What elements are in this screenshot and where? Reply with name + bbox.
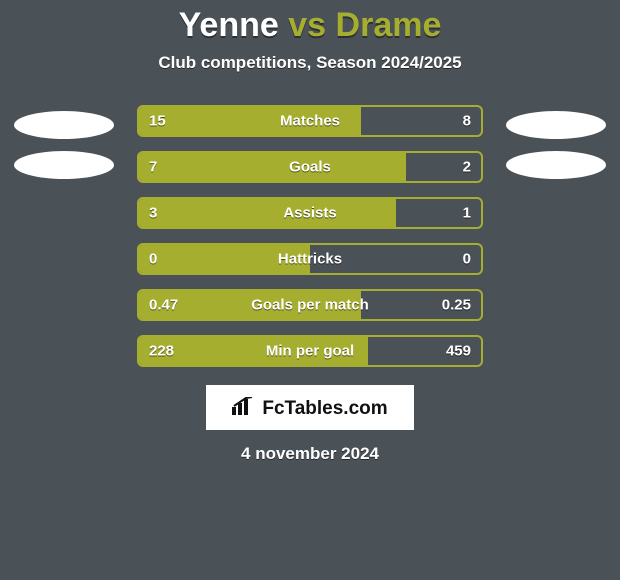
date-label: 4 november 2024	[241, 444, 379, 464]
stat-right-value: 459	[446, 343, 471, 360]
stat-bar-fill	[139, 153, 406, 181]
stat-bar: 0.47 Goals per match 0.25	[137, 289, 483, 321]
stat-right-value: 8	[463, 113, 471, 130]
vs-label: vs	[288, 6, 326, 44]
player-right-name: Drame	[336, 6, 442, 44]
stat-left-value: 15	[149, 113, 166, 130]
player-left-name: Yenne	[179, 6, 279, 44]
stat-left-value: 228	[149, 343, 174, 360]
ellipse-decoration	[506, 151, 606, 179]
stat-label: Matches	[280, 113, 340, 130]
right-decoration-column	[501, 105, 611, 179]
ellipse-decoration	[14, 151, 114, 179]
stat-bar: 0 Hattricks 0	[137, 243, 483, 275]
credit-badge: FcTables.com	[206, 385, 413, 430]
left-decoration-column	[9, 105, 119, 179]
stat-right-value: 2	[463, 159, 471, 176]
stat-bar: 7 Goals 2	[137, 151, 483, 183]
stat-left-value: 0.47	[149, 297, 178, 314]
stat-right-value: 0	[463, 251, 471, 268]
stat-label: Min per goal	[266, 343, 354, 360]
comparison-bars: 15 Matches 8 7 Goals 2 3 Assists 1 0 Hattricks 0 0.4…	[137, 105, 483, 367]
stat-label: Goals per match	[251, 297, 369, 314]
chart-area: 15 Matches 8 7 Goals 2 3 Assists 1 0 Hattricks 0 0.4…	[0, 105, 620, 367]
stat-label: Assists	[283, 205, 336, 222]
title: Yenne vs Drame	[179, 6, 442, 45]
chart-icon	[232, 397, 254, 420]
comparison-infographic: Yenne vs Drame Club competitions, Season…	[0, 0, 620, 580]
stat-right-value: 1	[463, 205, 471, 222]
stat-left-value: 7	[149, 159, 157, 176]
stat-bar: 228 Min per goal 459	[137, 335, 483, 367]
stat-bar-fill	[139, 199, 396, 227]
stat-bar: 15 Matches 8	[137, 105, 483, 137]
stat-bar: 3 Assists 1	[137, 197, 483, 229]
stat-label: Hattricks	[278, 251, 342, 268]
stat-left-value: 0	[149, 251, 157, 268]
subtitle: Club competitions, Season 2024/2025	[158, 53, 461, 73]
ellipse-decoration	[14, 111, 114, 139]
credit-text: FcTables.com	[262, 398, 387, 420]
stat-right-value: 0.25	[442, 297, 471, 314]
ellipse-decoration	[506, 111, 606, 139]
stat-left-value: 3	[149, 205, 157, 222]
stat-label: Goals	[289, 159, 331, 176]
